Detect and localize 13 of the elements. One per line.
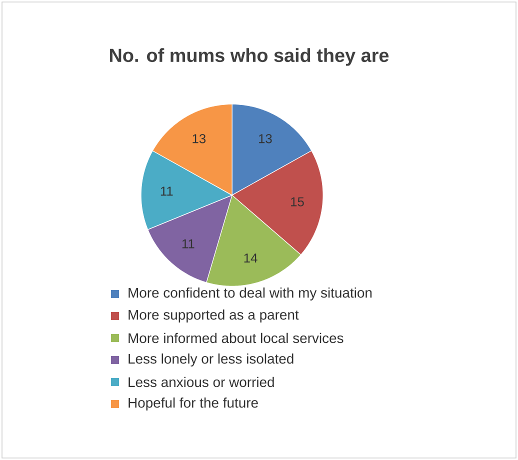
- data-label: 13: [258, 134, 272, 144]
- chart-title: No. of mums who said they are: [110, 48, 389, 66]
- data-label: 14: [244, 254, 258, 262]
- legend-label: Less lonely or less isolated: [128, 353, 294, 366]
- legend-label: Less anxious or worried: [128, 376, 274, 388]
- legend-label: More confident to deal with my situation: [128, 287, 372, 300]
- legend-label: Hopeful for the future: [128, 397, 258, 410]
- data-label: 11: [182, 239, 194, 248]
- data-label: 15: [291, 197, 304, 206]
- legend-label: More informed about local services: [128, 332, 344, 344]
- legend-label: More supported as a parent: [128, 309, 299, 322]
- data-label: 13: [192, 134, 206, 144]
- data-label: 11: [160, 186, 173, 196]
